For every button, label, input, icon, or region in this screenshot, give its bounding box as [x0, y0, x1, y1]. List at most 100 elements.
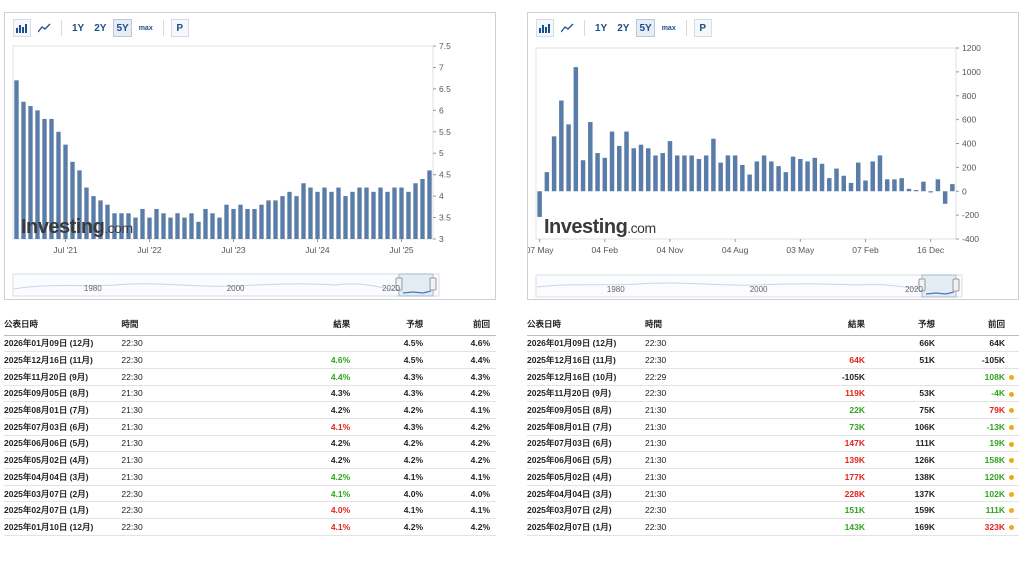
table-row[interactable]: 2025年11月20日 (9月) 22:30 4.4% 4.3% 4.3% [4, 368, 496, 386]
table-row[interactable]: 2025年07月03日 (6月) 21:30 147K 111K 19K [527, 435, 1019, 453]
chart-bar[interactable] [399, 187, 404, 239]
chart-bar[interactable] [689, 155, 694, 192]
navigator-handle[interactable] [952, 278, 960, 292]
table-row[interactable]: 2025年07月03日 (6月) 21:30 4.1% 4.3% 4.2% [4, 418, 496, 436]
chart-bar[interactable] [315, 191, 320, 239]
chart-bar[interactable] [588, 122, 593, 192]
chart-bar[interactable] [273, 200, 278, 239]
chart-bar[interactable] [646, 148, 651, 192]
chart-bar[interactable] [559, 100, 564, 192]
chart-bar[interactable] [624, 131, 629, 192]
range-1y-button[interactable]: 1Y [72, 22, 85, 34]
navigator-frame[interactable] [535, 274, 963, 298]
chart-bar[interactable] [674, 155, 680, 192]
revision-dot-icon[interactable] [1009, 491, 1014, 497]
chart-bar[interactable] [834, 168, 839, 192]
chart-bar[interactable] [196, 221, 201, 239]
header-previous[interactable]: 前回 [423, 313, 496, 336]
revision-dot-icon[interactable] [1009, 475, 1014, 481]
chart-bar[interactable] [42, 118, 47, 239]
table-row[interactable]: 2025年11月20日 (9月) 22:30 119K 53K -4K [527, 385, 1019, 403]
chart-bar[interactable] [776, 166, 781, 192]
chart-bar[interactable] [175, 213, 180, 239]
table-row[interactable]: 2025年06月06日 (5月) 21:30 139K 126K 158K [527, 451, 1019, 469]
p-button[interactable]: P [693, 19, 712, 37]
revision-dot-icon[interactable] [1009, 441, 1014, 447]
chart-bar[interactable] [329, 191, 334, 239]
navigator-handle[interactable] [429, 277, 437, 291]
chart-bar[interactable] [769, 161, 774, 192]
chart-bar[interactable] [718, 162, 723, 192]
chart-bar[interactable] [928, 191, 933, 193]
chart-bar[interactable] [921, 181, 926, 192]
navigator-frame[interactable] [12, 273, 440, 297]
chart-bar[interactable] [798, 159, 803, 192]
navigator-handle[interactable] [395, 277, 403, 291]
chart-bar[interactable] [667, 141, 673, 192]
chart-bar[interactable] [28, 106, 33, 239]
chart-bar[interactable] [856, 162, 861, 192]
table-row[interactable]: 2025年04月04日 (3月) 21:30 4.2% 4.1% 4.1% [4, 468, 496, 486]
chart-bar[interactable] [49, 118, 54, 239]
revision-dot-icon[interactable] [1009, 425, 1014, 431]
chart-bar[interactable] [812, 157, 818, 192]
revision-dot-icon[interactable] [1009, 508, 1014, 514]
range-2y-button[interactable]: 2Y [617, 22, 630, 34]
chart-bar[interactable] [280, 196, 285, 239]
chart-bar[interactable] [154, 208, 159, 239]
chart-bar[interactable] [747, 174, 752, 192]
chart-bar[interactable] [322, 187, 327, 239]
chart-bar[interactable] [740, 164, 745, 192]
range-1y-button[interactable]: 1Y [595, 22, 608, 34]
chart-bar[interactable] [884, 179, 890, 192]
revision-dot-icon[interactable] [1009, 458, 1014, 464]
chart-bar[interactable] [899, 178, 904, 192]
chart-bar[interactable] [950, 184, 955, 192]
chart-bar[interactable] [551, 136, 557, 192]
chart-bar[interactable] [336, 187, 341, 239]
revision-dot-icon[interactable] [1009, 374, 1014, 380]
chart-bar[interactable] [609, 131, 615, 192]
header-release-date[interactable]: 公表日時 [527, 313, 645, 336]
chart-bar[interactable] [217, 217, 222, 239]
chart-bar[interactable] [841, 175, 846, 192]
chart-bar[interactable] [935, 179, 941, 192]
chart-bar[interactable] [892, 179, 897, 192]
chart-bar[interactable] [364, 187, 369, 239]
table-row[interactable]: 2026年01月09日 (12月) 22:30 4.5% 4.6% [4, 335, 496, 353]
chart-bar[interactable] [308, 187, 313, 239]
chart-bar[interactable] [126, 213, 131, 239]
chart-bar[interactable] [371, 191, 376, 239]
chart-bar[interactable] [147, 217, 152, 239]
chart-bar[interactable] [848, 182, 854, 192]
revision-dot-icon[interactable] [1009, 525, 1014, 531]
table-row[interactable]: 2025年02月07日 (1月) 22:30 4.0% 4.1% 4.1% [4, 501, 496, 520]
chart-bar[interactable] [761, 155, 767, 192]
chart-bar[interactable] [70, 161, 75, 239]
chart-bar[interactable] [350, 191, 355, 239]
header-actual[interactable]: 結果 [273, 313, 351, 336]
chart-bar[interactable] [224, 204, 229, 239]
chart-bar[interactable] [168, 217, 173, 239]
header-release-date[interactable]: 公表日時 [4, 313, 122, 336]
chart-bar[interactable] [703, 155, 709, 192]
revision-dot-icon[interactable] [1009, 408, 1014, 414]
table-row[interactable]: 2025年08月01日 (7月) 21:30 4.2% 4.2% 4.1% [4, 401, 496, 419]
chart-bar[interactable] [343, 196, 348, 239]
chart-bar[interactable] [732, 155, 738, 192]
chart-bar[interactable] [133, 217, 138, 239]
chart-bar[interactable] [790, 156, 796, 192]
chart-bar[interactable] [112, 213, 117, 239]
chart-bar[interactable] [245, 208, 250, 239]
chart-bar[interactable] [660, 153, 665, 192]
chart-bar[interactable] [77, 170, 82, 239]
chart-bar[interactable] [805, 161, 810, 192]
chart-bar[interactable] [942, 191, 948, 204]
range-5y-button[interactable]: 5Y [113, 19, 132, 37]
chart-bar[interactable] [420, 178, 425, 239]
chart-bar[interactable] [385, 191, 390, 239]
chart-bar[interactable] [413, 183, 418, 239]
chart-bar[interactable] [696, 159, 702, 192]
line-chart-icon[interactable] [35, 19, 54, 37]
table-row[interactable]: 2025年09月05日 (8月) 21:30 4.3% 4.3% 4.2% [4, 385, 496, 403]
